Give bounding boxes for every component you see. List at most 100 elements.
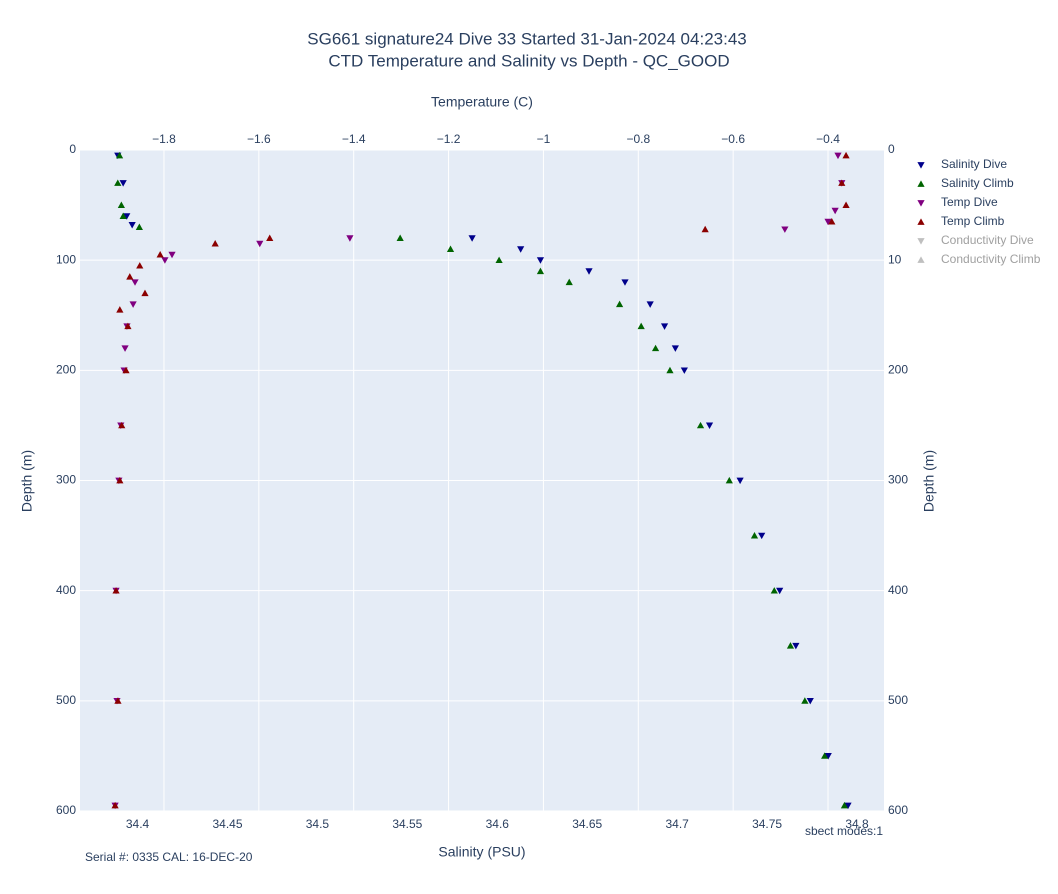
y-tick-label: 200: [56, 363, 76, 377]
data-point: [671, 345, 679, 352]
legend-label[interactable]: Conductivity Dive: [941, 233, 1034, 247]
x2-tick-label: −0.6: [721, 132, 745, 146]
y-tick-label: 600: [56, 803, 76, 817]
x-tick-label: 34.8: [845, 817, 869, 831]
data-point: [838, 179, 846, 186]
data-point: [161, 257, 169, 264]
legend-label[interactable]: Salinity Dive: [941, 157, 1007, 171]
data-point: [495, 256, 503, 264]
x2-axis-title: Temperature (C): [431, 94, 533, 110]
y-tick-label: 300: [56, 473, 76, 487]
data-point: [824, 753, 832, 760]
data-point: [840, 801, 849, 809]
data-point: [776, 587, 784, 595]
legend-label[interactable]: Salinity Climb: [941, 176, 1014, 190]
data-point: [834, 152, 842, 160]
y-tick-label: 500: [56, 693, 76, 707]
data-point: [806, 697, 814, 705]
data-point: [786, 642, 795, 649]
y2-tick-label: 10: [888, 252, 902, 266]
data-point: [844, 802, 852, 810]
y-axis-title: Depth (m): [19, 450, 35, 512]
x-tick-label: 34.45: [212, 817, 242, 831]
data-point: [141, 289, 149, 297]
x2-tick-label: −1.2: [437, 132, 461, 146]
y-tick-label: 100: [56, 252, 76, 266]
data-point: [536, 257, 545, 264]
data-point: [211, 240, 219, 247]
x-tick-label: 34.6: [486, 817, 510, 831]
data-point: [266, 234, 274, 242]
data-point: [680, 367, 688, 374]
data-point: [770, 587, 778, 594]
data-point: [256, 240, 264, 248]
data-point: [705, 422, 714, 430]
x-tick-label: 34.4: [126, 817, 150, 831]
x2-tick-label: −1: [537, 132, 551, 146]
data-point: [114, 697, 122, 704]
data-point: [824, 218, 832, 226]
data-point: [517, 246, 525, 253]
legend-marker: [917, 218, 925, 225]
data-point: [831, 207, 839, 215]
data-point: [396, 234, 404, 242]
y2-tick-label: 300: [888, 473, 908, 487]
data-point: [128, 222, 136, 229]
y2-tick-label: 200: [888, 363, 908, 377]
data-point: [781, 226, 789, 233]
y-tick-label: 400: [56, 583, 76, 597]
chart-subtitle: CTD Temperature and Salinity vs Depth - …: [328, 51, 729, 70]
data-point: [135, 223, 143, 230]
data-point: [585, 268, 593, 275]
data-point: [118, 421, 126, 429]
data-point: [119, 180, 127, 187]
y-tick-label: 0: [69, 142, 76, 156]
legend-marker: [917, 180, 925, 187]
data-point: [168, 251, 176, 259]
x-axis-title: Salinity (PSU): [438, 844, 525, 860]
data-point: [637, 322, 645, 330]
data-point: [446, 245, 455, 253]
data-point: [123, 213, 131, 220]
data-point: [116, 476, 124, 484]
data-point: [758, 532, 766, 540]
legend-marker: [917, 238, 925, 245]
data-point: [750, 531, 759, 539]
legend-marker: [917, 256, 925, 263]
data-point: [828, 218, 836, 225]
data-point: [129, 301, 137, 308]
data-point: [124, 322, 132, 330]
data-point: [792, 642, 800, 650]
data-point: [116, 306, 124, 313]
legend-label[interactable]: Temp Climb: [941, 214, 1005, 228]
x-tick-label: 34.7: [665, 817, 689, 831]
legend-label[interactable]: Conductivity Climb: [941, 252, 1041, 266]
data-point: [111, 801, 119, 809]
y2-tick-label: 400: [888, 583, 908, 597]
data-point: [121, 345, 129, 352]
data-point: [122, 366, 130, 374]
data-point: [126, 273, 134, 280]
legend-marker: [917, 200, 925, 207]
legend-label[interactable]: Temp Dive: [941, 195, 998, 209]
y2-axis-title: Depth (m): [921, 450, 937, 512]
data-point: [696, 421, 705, 429]
data-point: [131, 279, 139, 286]
data-point: [136, 262, 144, 269]
data-point: [615, 300, 624, 308]
chart-title: SG661 signature24 Dive 33 Started 31-Jan…: [307, 29, 746, 48]
x-tick-label: 34.55: [392, 817, 422, 831]
annotation: sbect modes:1: [805, 824, 883, 838]
x2-tick-label: −1.4: [342, 132, 366, 146]
data-point: [346, 235, 354, 242]
data-point: [536, 267, 545, 275]
y2-tick-label: 600: [888, 803, 908, 817]
data-point: [701, 225, 709, 233]
data-point: [621, 279, 629, 286]
data-point: [156, 251, 164, 258]
data-point: [112, 587, 120, 594]
data-point: [666, 366, 674, 374]
x2-tick-label: −1.6: [247, 132, 271, 146]
data-point: [842, 151, 850, 159]
data-point: [821, 752, 829, 759]
